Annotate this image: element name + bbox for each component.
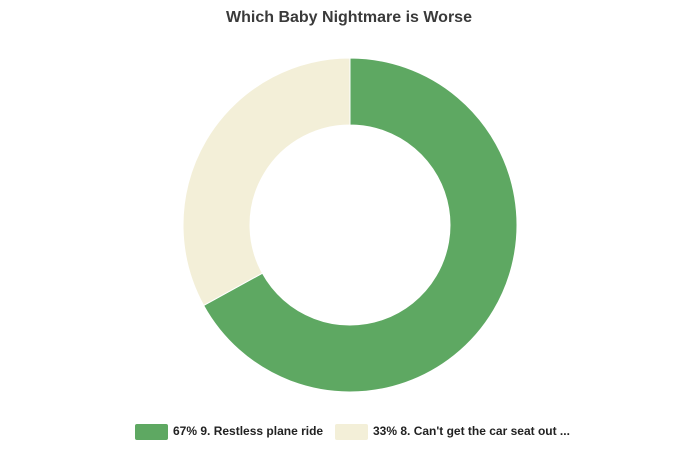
legend-label[interactable]: 33% 8. Can't get the car seat out ... [373,424,570,438]
donut-slice [202,57,518,393]
legend-value: 67% [173,424,197,438]
donut [182,57,518,393]
legend-category: 8. Can't get the car seat out ... [400,424,570,438]
legend-swatch[interactable] [335,424,368,440]
legend: 67% 9. Restless plane ride 33% 8. Can't g… [135,424,570,440]
chart-title: Which Baby Nightmare is Worse [226,9,472,26]
legend-value: 33% [373,424,397,438]
legend-label[interactable]: 67% 9. Restless plane ride [173,424,323,438]
legend-swatch[interactable] [135,424,168,440]
donut-slice [182,57,351,307]
legend-category: 9. Restless plane ride [200,424,323,438]
